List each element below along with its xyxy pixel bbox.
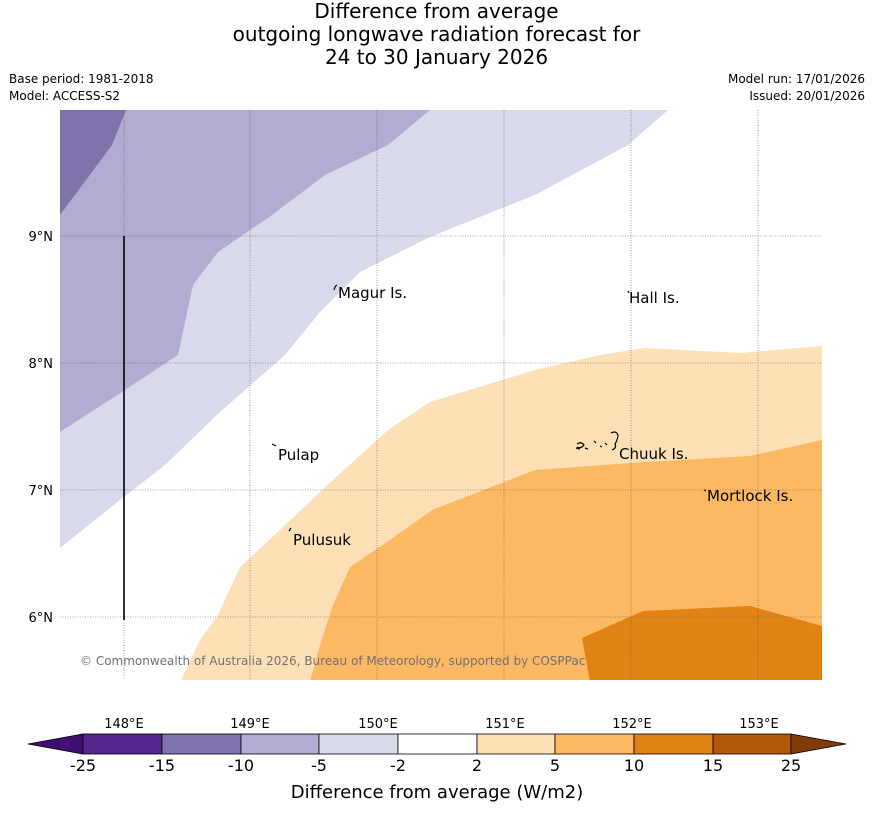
island-outlines	[271, 284, 707, 532]
label-pulusuk: Pulusuk	[293, 531, 351, 549]
cb-tick-0: -25	[70, 756, 96, 775]
colorbar-bin-6	[476, 733, 556, 755]
colorbar-extend-high	[790, 733, 847, 755]
colorbar-bin-1	[82, 733, 163, 755]
map-area: Magur Is. Hall Is. Pulap Chuuk Is. Mortl…	[60, 110, 822, 680]
island-magur	[333, 284, 338, 291]
lat-tick-labels: 9°N 8°N 7°N 6°N	[29, 230, 54, 626]
contour-minus10-to-minus5	[60, 110, 430, 432]
title-line-2: outgoing longwave radiation forecast for	[232, 22, 641, 46]
model-name: Model: ACCESS-S2	[9, 89, 121, 103]
label-hall: Hall Is.	[629, 289, 680, 307]
base-period: Base period: 1981-2018	[9, 72, 154, 86]
island-pulap	[271, 443, 277, 447]
model-run: Model run: 17/01/2026	[727, 72, 865, 86]
cb-tick-5: 2	[472, 756, 482, 775]
colorbar-extend-low	[27, 733, 84, 755]
cb-tick-4: -2	[390, 756, 406, 775]
cb-tick-1: -15	[149, 756, 175, 775]
issued-date: Issued: 20/01/2026	[749, 89, 865, 103]
chart-title: Difference from average outgoing longwav…	[0, 0, 873, 69]
lon-tick-149: 149°E	[230, 717, 270, 732]
colorbar-bin-3	[240, 733, 320, 755]
copyright-notice: © Commonwealth of Australia 2026, Bureau…	[80, 654, 585, 668]
island-chuuk	[575, 431, 619, 451]
lon-tick-labels: 148°E 149°E 150°E 151°E 152°E 153°E	[104, 717, 779, 732]
label-mortlock: Mortlock Is.	[707, 487, 793, 505]
cb-tick-9: 25	[781, 756, 801, 775]
contour-10-to-15	[582, 606, 822, 680]
meta-right: Model run: 17/01/2026 Issued: 20/01/2026	[728, 71, 865, 105]
cb-tick-8: 15	[703, 756, 723, 775]
title-line-3: 24 to 30 January 2026	[324, 45, 549, 69]
colorbar-bin-8	[633, 733, 714, 755]
island-pulusuk	[288, 527, 292, 532]
label-pulap: Pulap	[278, 446, 319, 464]
colorbar-tick-labels: -25 -15 -10 -5 -2 2 5 10 15 25	[70, 756, 801, 775]
lat-tick-7: 7°N	[29, 484, 54, 499]
island-hall	[627, 290, 630, 294]
lat-tick-6: 6°N	[29, 611, 54, 626]
lon-tick-150: 150°E	[358, 717, 398, 732]
contour-minus15-to-minus10	[60, 110, 126, 215]
cb-tick-7: 10	[624, 756, 644, 775]
colorbar-bin-7	[554, 733, 635, 755]
cb-tick-3: -5	[311, 756, 327, 775]
meta-left: Base period: 1981-2018 Model: ACCESS-S2	[9, 71, 154, 105]
lon-tick-151: 151°E	[485, 717, 525, 732]
title-line-1: Difference from average	[314, 0, 559, 23]
colorbar-bin-5	[397, 733, 478, 755]
colorbar-label: Difference from average (W/m2)	[291, 782, 583, 803]
lon-tick-153: 153°E	[739, 717, 779, 732]
lat-tick-8: 8°N	[29, 357, 54, 372]
cb-tick-2: -10	[228, 756, 254, 775]
lon-tick-148: 148°E	[104, 717, 144, 732]
lon-tick-152: 152°E	[612, 717, 652, 732]
cb-tick-6: 5	[550, 756, 560, 775]
colorbar	[27, 733, 847, 755]
label-magur: Magur Is.	[338, 284, 407, 302]
label-chuuk: Chuuk Is.	[619, 445, 688, 463]
colorbar-bin-9	[712, 733, 792, 755]
colorbar-bin-2	[161, 733, 242, 755]
colorbar-bin-4	[318, 733, 399, 755]
lat-tick-9: 9°N	[29, 230, 54, 245]
island-mortlock	[703, 489, 707, 492]
